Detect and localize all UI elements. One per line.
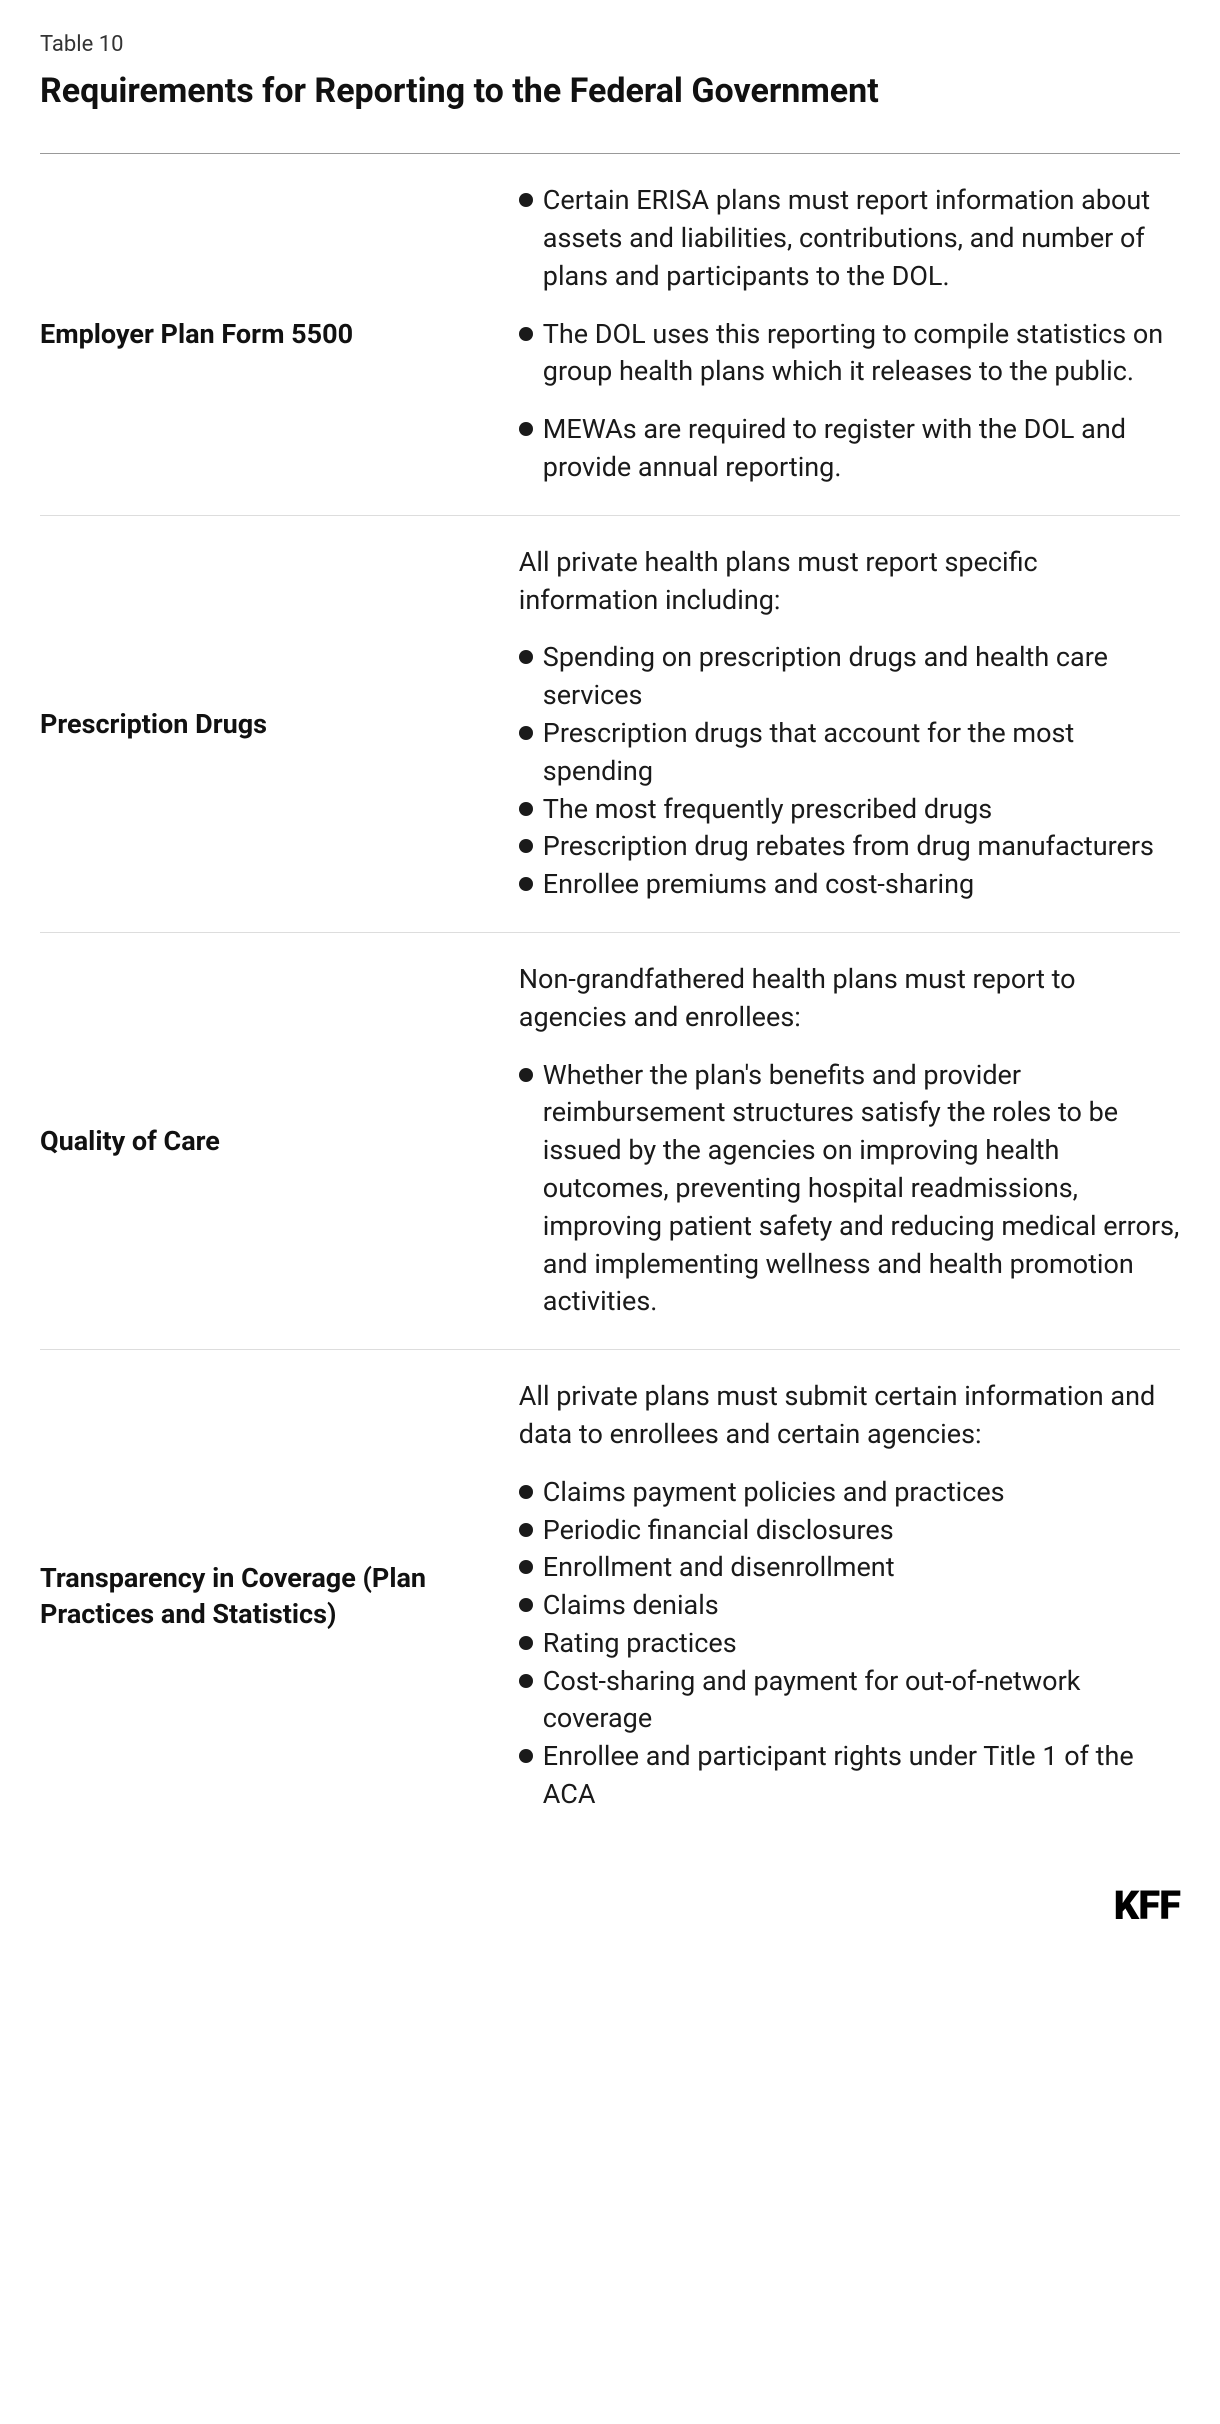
row-heading-cell: Quality of Care xyxy=(40,961,519,1321)
bullet-icon xyxy=(519,650,533,664)
bullet-icon xyxy=(519,1560,533,1574)
bullet-text: Enrollee premiums and cost-sharing xyxy=(543,866,1180,904)
bullet-item: Enrollment and disenrollment xyxy=(519,1549,1180,1587)
bullet-text: Enrollee and participant rights under Ti… xyxy=(543,1738,1180,1814)
kff-logo: KFF xyxy=(1114,1882,1180,1929)
bullet-text: Claims payment policies and practices xyxy=(543,1474,1180,1512)
bullet-text: Prescription drugs that account for the … xyxy=(543,715,1180,791)
row-content-cell: Non-grandfathered health plans must repo… xyxy=(519,961,1180,1321)
bullet-item: Rating practices xyxy=(519,1625,1180,1663)
row-heading-cell: Employer Plan Form 5500 xyxy=(40,182,519,487)
bullet-group: Whether the plan's benefits and provider… xyxy=(519,1057,1180,1322)
bullet-item: Whether the plan's benefits and provider… xyxy=(519,1057,1180,1322)
row-intro: Non-grandfathered health plans must repo… xyxy=(519,961,1180,1037)
table-row: Prescription Drugs All private health pla… xyxy=(40,516,1180,933)
bullet-text: MEWAs are required to register with the … xyxy=(543,411,1180,487)
row-intro: All private health plans must report spe… xyxy=(519,544,1180,620)
rows-container: Employer Plan Form 5500 Certain ERISA pla… xyxy=(40,154,1180,1842)
bullet-item: The most frequently prescribed drugs xyxy=(519,791,1180,829)
row-heading: Quality of Care xyxy=(40,1123,220,1159)
bullet-icon xyxy=(519,1523,533,1537)
bullet-item: Certain ERISA plans must report informat… xyxy=(519,182,1180,295)
bullet-text: Claims denials xyxy=(543,1587,1180,1625)
bullet-text: Prescription drug rebates from drug manu… xyxy=(543,828,1180,866)
bullet-group: Claims payment policies and practicesPer… xyxy=(519,1474,1180,1814)
bullet-text: Whether the plan's benefits and provider… xyxy=(543,1057,1180,1322)
bullet-item: Enrollee and participant rights under Ti… xyxy=(519,1738,1180,1814)
row-content-cell: All private plans must submit certain in… xyxy=(519,1378,1180,1814)
row-content-cell: Certain ERISA plans must report informat… xyxy=(519,182,1180,487)
bullet-icon xyxy=(519,193,533,207)
bullet-text: Certain ERISA plans must report informat… xyxy=(543,182,1180,295)
bullet-icon xyxy=(519,327,533,341)
row-heading: Transparency in Coverage (Plan Practices… xyxy=(40,1560,495,1633)
bullet-item: Claims payment policies and practices xyxy=(519,1474,1180,1512)
bullet-icon xyxy=(519,1485,533,1499)
bullet-text: Periodic financial disclosures xyxy=(543,1512,1180,1550)
table-row: Employer Plan Form 5500 Certain ERISA pla… xyxy=(40,154,1180,516)
bullet-item: Prescription drugs that account for the … xyxy=(519,715,1180,791)
bullet-icon xyxy=(519,1636,533,1650)
bullet-text: The most frequently prescribed drugs xyxy=(543,791,1180,829)
bullet-icon xyxy=(519,1598,533,1612)
bullet-icon xyxy=(519,839,533,853)
bullet-item: Periodic financial disclosures xyxy=(519,1512,1180,1550)
bullet-item: Enrollee premiums and cost-sharing xyxy=(519,866,1180,904)
bullet-icon xyxy=(519,422,533,436)
bullet-icon xyxy=(519,1674,533,1688)
bullet-icon xyxy=(519,1068,533,1082)
table-title: Requirements for Reporting to the Federa… xyxy=(40,69,1180,113)
row-intro: All private plans must submit certain in… xyxy=(519,1378,1180,1454)
row-content-cell: All private health plans must report spe… xyxy=(519,544,1180,904)
bullet-item: Spending on prescription drugs and healt… xyxy=(519,639,1180,715)
table-label: Table 10 xyxy=(40,32,1180,57)
table-row: Transparency in Coverage (Plan Practices… xyxy=(40,1350,1180,1842)
bullet-group: Certain ERISA plans must report informat… xyxy=(519,182,1180,487)
bullet-icon xyxy=(519,1749,533,1763)
bullet-icon xyxy=(519,726,533,740)
row-heading: Prescription Drugs xyxy=(40,706,267,742)
bullet-item: The DOL uses this reporting to compile s… xyxy=(519,316,1180,392)
bullet-item: Cost-sharing and payment for out-of-netw… xyxy=(519,1663,1180,1739)
bullet-group: Spending on prescription drugs and healt… xyxy=(519,639,1180,904)
bullet-item: Prescription drug rebates from drug manu… xyxy=(519,828,1180,866)
row-heading-cell: Transparency in Coverage (Plan Practices… xyxy=(40,1378,519,1814)
footer: KFF xyxy=(40,1882,1180,1929)
bullet-text: Rating practices xyxy=(543,1625,1180,1663)
bullet-item: Claims denials xyxy=(519,1587,1180,1625)
bullet-text: Cost-sharing and payment for out-of-netw… xyxy=(543,1663,1180,1739)
bullet-text: Spending on prescription drugs and healt… xyxy=(543,639,1180,715)
row-heading: Employer Plan Form 5500 xyxy=(40,316,353,352)
bullet-text: Enrollment and disenrollment xyxy=(543,1549,1180,1587)
bullet-item: MEWAs are required to register with the … xyxy=(519,411,1180,487)
row-heading-cell: Prescription Drugs xyxy=(40,544,519,904)
table-row: Quality of Care Non-grandfathered health … xyxy=(40,933,1180,1350)
bullet-text: The DOL uses this reporting to compile s… xyxy=(543,316,1180,392)
bullet-icon xyxy=(519,877,533,891)
bullet-icon xyxy=(519,802,533,816)
